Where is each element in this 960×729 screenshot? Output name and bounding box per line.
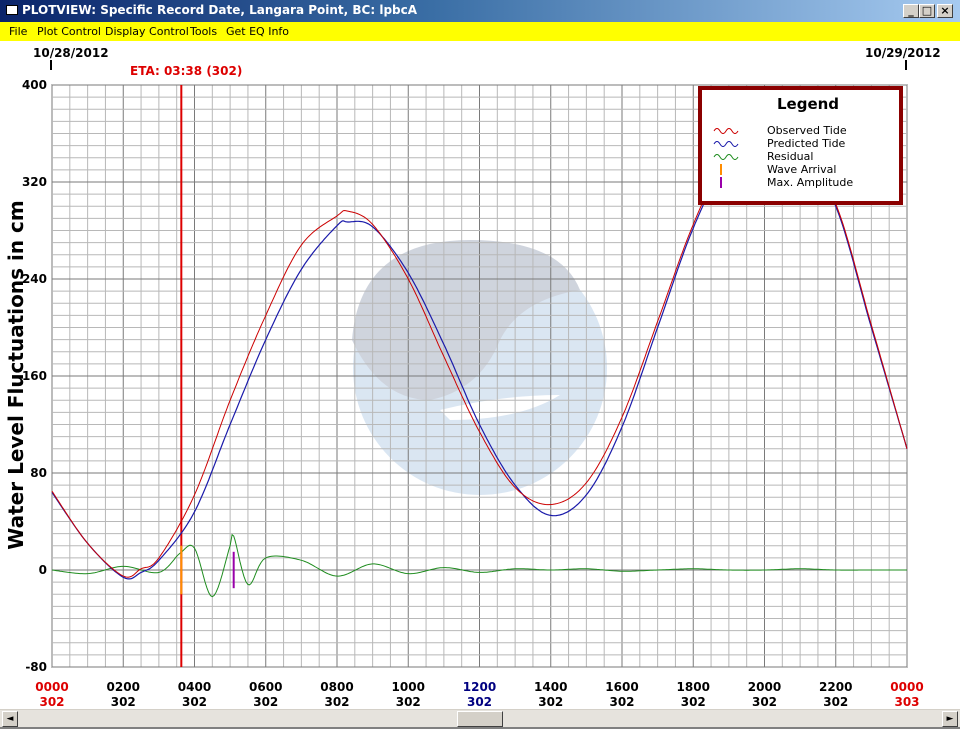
x-tick-time-label: 0400 (178, 680, 211, 694)
x-tick-day-label: 302 (681, 695, 706, 709)
menu-plot-control[interactable]: Plot Control (37, 25, 101, 38)
legend-max-amplitude-label: Max. Amplitude (767, 176, 853, 189)
close-button[interactable]: × (937, 4, 953, 18)
legend-predicted-swatch (713, 141, 739, 147)
x-tick-time-label: 1200 (463, 680, 496, 694)
x-tick-labels: 0000302020030204003020600302080030210003… (35, 680, 923, 709)
menu-get-eq-info[interactable]: Get EQ Info (226, 25, 290, 38)
minimize-button[interactable]: _ (903, 4, 919, 18)
y-tick-labels: 400 320 240 160 80 0 -80 (22, 78, 47, 674)
menu-tools[interactable]: Tools (190, 25, 218, 38)
x-tick-day-label: 302 (823, 695, 848, 709)
x-tick-time-label: 1600 (605, 680, 638, 694)
menu-display-control[interactable]: Display Control (105, 25, 189, 38)
date-end-label: 10/29/2012 (865, 46, 941, 60)
x-tick-time-label: 0600 (249, 680, 282, 694)
title-bar: PLOTVIEW: Specific Record Date, Langara … (0, 0, 960, 22)
x-tick-day-label: 302 (609, 695, 634, 709)
y-tick-label: -80 (25, 660, 47, 674)
x-tick-day-label: 303 (894, 695, 919, 709)
scroll-left-icon[interactable]: ◄ (2, 711, 18, 727)
maximize-button[interactable]: □ (919, 4, 935, 18)
y-tick-label: 160 (22, 369, 47, 383)
legend: Legend Observed Tide Predicted Tide Resi… (698, 86, 903, 205)
window-title: PLOTVIEW: Specific Record Date, Langara … (22, 3, 418, 17)
x-tick-time-label: 2000 (748, 680, 781, 694)
x-tick-day-label: 302 (253, 695, 278, 709)
scroll-right-icon[interactable]: ► (942, 711, 958, 727)
x-tick-time-label: 0200 (107, 680, 140, 694)
menu-bar: File Plot Control Display Control Tools … (0, 22, 960, 41)
x-tick-time-label: 0800 (320, 680, 353, 694)
legend-observed-swatch (713, 128, 739, 134)
legend-wave-arrival-label: Wave Arrival (767, 163, 836, 176)
x-tick-time-label: 1800 (677, 680, 710, 694)
window-bottom-border (0, 727, 960, 729)
eta-label: ETA: 03:38 (302) (130, 64, 242, 78)
x-tick-day-label: 302 (467, 695, 492, 709)
x-tick-day-label: 302 (324, 695, 349, 709)
menu-file[interactable]: File (9, 25, 28, 38)
y-tick-label: 320 (22, 175, 47, 189)
x-tick-day-label: 302 (752, 695, 777, 709)
legend-residual-swatch (713, 154, 739, 160)
scroll-thumb[interactable] (457, 711, 503, 727)
x-tick-day-label: 302 (39, 695, 64, 709)
y-tick-label: 240 (22, 272, 47, 286)
x-tick-day-label: 302 (182, 695, 207, 709)
x-tick-day-label: 302 (396, 695, 421, 709)
date-start-label: 10/28/2012 (33, 46, 109, 60)
legend-title: Legend (777, 95, 839, 113)
y-axis-title: Water Level Fluctuations in cm (4, 200, 28, 549)
series-residual (51, 533, 907, 598)
legend-predicted-label: Predicted Tide (767, 137, 846, 150)
x-tick-time-label: 1000 (392, 680, 425, 694)
x-tick-time-label: 0000 (35, 680, 68, 694)
y-tick-label: 0 (39, 563, 47, 577)
y-tick-label: 400 (22, 78, 47, 92)
app-icon (6, 5, 18, 15)
legend-residual-label: Residual (767, 150, 813, 163)
legend-observed-label: Observed Tide (767, 124, 847, 137)
horizontal-scrollbar[interactable]: ◄ ► (0, 709, 960, 728)
x-tick-time-label: 0000 (890, 680, 923, 694)
x-tick-day-label: 302 (111, 695, 136, 709)
x-tick-time-label: 1400 (534, 680, 567, 694)
y-tick-label: 80 (30, 466, 47, 480)
x-tick-day-label: 302 (538, 695, 563, 709)
x-tick-time-label: 2200 (819, 680, 852, 694)
